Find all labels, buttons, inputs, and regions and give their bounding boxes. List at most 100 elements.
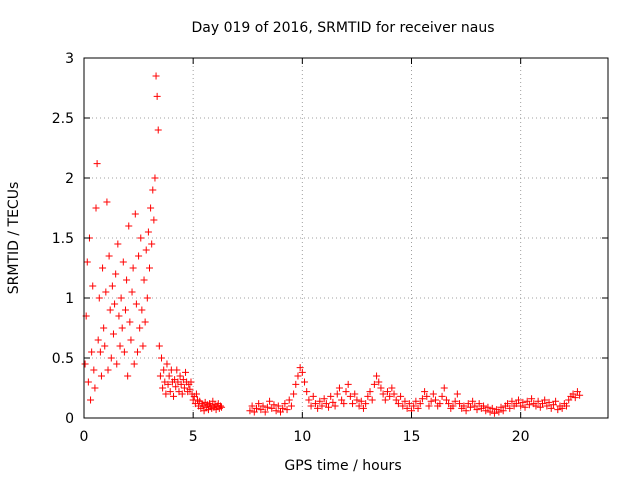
data-point: [126, 318, 134, 326]
data-point: [125, 222, 133, 230]
data-point: [152, 72, 160, 80]
data-point: [266, 397, 274, 405]
data-point: [135, 252, 143, 260]
data-point: [482, 407, 490, 415]
data-point: [108, 282, 116, 290]
data-point: [362, 400, 370, 408]
data-point: [403, 404, 411, 412]
data-point: [576, 391, 584, 399]
data-point: [325, 403, 333, 411]
data-point: [285, 396, 293, 404]
data-point: [466, 403, 474, 411]
data-point: [425, 402, 433, 410]
data-point: [132, 300, 140, 308]
gridlines: [84, 58, 608, 418]
data-point: [124, 372, 132, 380]
data-point: [109, 330, 117, 338]
data-point: [383, 388, 391, 396]
data-point: [322, 400, 330, 408]
data-point: [277, 408, 284, 416]
data-point: [99, 264, 107, 272]
data-point: [379, 390, 387, 398]
data-point: [90, 366, 98, 374]
data-point: [268, 404, 276, 412]
data-point: [166, 388, 174, 396]
data-point: [316, 397, 324, 405]
data-point: [290, 390, 298, 398]
data-point: [87, 396, 95, 404]
data-point: [563, 402, 571, 410]
data-point: [113, 360, 121, 368]
data-point: [512, 400, 520, 408]
data-point: [414, 404, 422, 412]
chart-title: Day 019 of 2016, SRMTID for receiver nau…: [191, 20, 494, 36]
data-point: [359, 404, 367, 412]
data-point: [521, 403, 529, 411]
data-point: [104, 366, 112, 374]
data-point: [301, 378, 309, 386]
data-point: [164, 380, 172, 388]
data-point: [421, 388, 429, 396]
data-point: [199, 402, 207, 410]
data-point: [139, 342, 147, 350]
data-point: [144, 228, 152, 236]
data-point: [177, 380, 185, 388]
x-axis-ticks: 0 5 10 15 20: [80, 58, 530, 445]
data-point: [101, 342, 109, 350]
data-point: [158, 354, 166, 362]
x-tick-label: 0: [80, 429, 89, 445]
x-tick-label: 15: [403, 429, 421, 445]
data-point: [377, 384, 385, 392]
data-point: [114, 240, 122, 248]
data-point: [523, 397, 531, 405]
data-point: [128, 288, 136, 296]
data-point: [327, 392, 335, 400]
data-point: [549, 401, 557, 409]
data-point: [399, 402, 407, 410]
data-point: [138, 306, 146, 314]
y-tick-label: 3: [65, 51, 74, 67]
data-point: [172, 383, 180, 391]
x-axis-label: GPS time / hours: [284, 458, 401, 474]
data-point: [279, 404, 287, 412]
data-point: [405, 400, 413, 408]
data-point: [547, 404, 555, 412]
y-tick-label: 1: [65, 291, 74, 307]
data-point: [209, 397, 217, 405]
data-point: [150, 216, 158, 224]
data-point: [357, 397, 365, 405]
data-point: [366, 388, 374, 396]
data-point: [131, 210, 139, 218]
data-point: [497, 403, 505, 411]
data-point: [506, 404, 514, 412]
data-point: [370, 380, 378, 388]
data-point: [112, 270, 120, 278]
data-point: [119, 258, 127, 266]
data-point: [130, 360, 138, 368]
data-point: [261, 408, 269, 416]
data-point: [464, 400, 472, 408]
data-point: [490, 409, 498, 417]
y-axis-ticks: 0 0.5 1 1.5 2 2.5 3: [52, 51, 608, 427]
data-point: [392, 396, 400, 404]
data-point: [541, 396, 549, 404]
data-point: [451, 397, 459, 405]
data-point: [163, 360, 171, 368]
data-point: [100, 324, 108, 332]
data-point: [484, 403, 492, 411]
data-point: [216, 402, 224, 410]
data-point: [97, 372, 105, 380]
data-point: [88, 348, 96, 356]
data-point: [140, 276, 148, 284]
data-point: [148, 240, 156, 248]
data-point: [287, 402, 295, 410]
data-point: [320, 395, 328, 403]
data-point: [93, 160, 101, 168]
data-point: [342, 388, 350, 396]
data-point: [442, 396, 450, 404]
data-point: [123, 276, 131, 284]
data-point: [309, 392, 317, 400]
data-point: [427, 397, 435, 405]
data-point: [146, 264, 153, 272]
